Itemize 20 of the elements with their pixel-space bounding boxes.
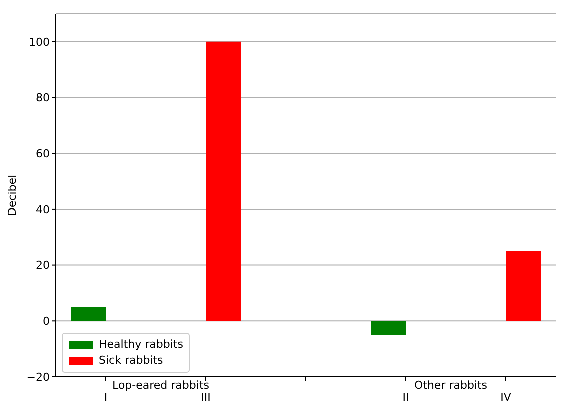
text: Lop-eared rabbits (112, 379, 210, 392)
x-tick-label: II (402, 390, 410, 404)
x-tick-label: I (104, 390, 108, 404)
bar (506, 251, 541, 322)
bar (71, 307, 106, 322)
y-tick-label: 40 (36, 203, 50, 216)
x-tick-label: IV (500, 390, 512, 404)
y-axis-title: Decibel (6, 174, 19, 216)
y-tick-label: 20 (36, 259, 50, 272)
legend-label: Sick rabbits (99, 353, 164, 369)
x-tick-label: III (201, 390, 211, 404)
bar (206, 42, 241, 322)
y-tick-label: −20 (26, 370, 50, 384)
y-tick-label: 100 (29, 36, 50, 49)
y-tick-label: 60 (36, 148, 50, 161)
text: Other rabbits (414, 379, 488, 392)
bar (371, 321, 406, 336)
y-tick-label: 80 (36, 92, 50, 105)
legend-label: Healthy rabbits (99, 337, 184, 353)
y-tick-label: 0 (43, 315, 50, 328)
